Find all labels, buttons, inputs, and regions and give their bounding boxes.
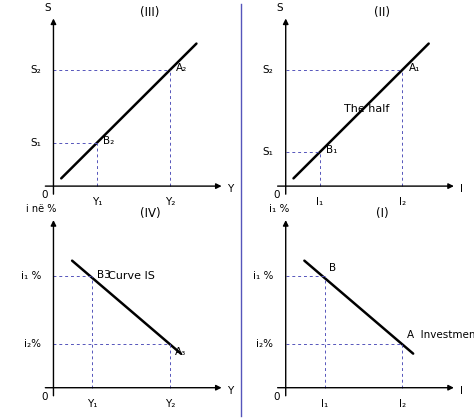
Text: I₂: I₂ (399, 197, 406, 207)
Text: B: B (329, 263, 337, 273)
Text: S₁: S₁ (263, 147, 273, 157)
Text: (III): (III) (140, 6, 160, 19)
Text: Curve IS: Curve IS (108, 271, 155, 281)
Text: I₁: I₁ (316, 197, 324, 207)
Text: 0: 0 (41, 190, 47, 200)
Text: 0: 0 (273, 392, 280, 402)
Text: A  Investment: A Investment (407, 330, 474, 340)
Text: 0: 0 (41, 392, 47, 402)
Text: S₂: S₂ (263, 65, 273, 75)
Text: I₂: I₂ (399, 399, 406, 409)
Text: (I): (I) (376, 207, 388, 220)
Text: i₁ %: i₁ % (253, 271, 273, 281)
Text: The half: The half (344, 104, 389, 114)
Text: I: I (460, 386, 463, 396)
Text: Y: Y (228, 386, 234, 396)
Text: i₁ %: i₁ % (269, 204, 290, 214)
Text: 0: 0 (273, 190, 280, 200)
Text: Y₁: Y₁ (87, 399, 98, 409)
Text: B₂: B₂ (103, 136, 114, 146)
Text: S: S (276, 3, 283, 13)
Text: (IV): (IV) (139, 207, 160, 220)
Text: A₂: A₂ (176, 63, 188, 73)
Text: S: S (44, 3, 51, 13)
Text: Y₂: Y₂ (165, 399, 175, 409)
Text: (II): (II) (374, 6, 390, 19)
Text: i₂%: i₂% (256, 339, 273, 349)
Text: I: I (460, 184, 463, 194)
Text: A₁: A₁ (409, 63, 420, 73)
Text: B3: B3 (97, 270, 111, 280)
Text: S₁: S₁ (30, 138, 41, 148)
Text: I₁: I₁ (321, 399, 328, 409)
Text: A₃: A₃ (175, 347, 186, 357)
Text: i në %: i në % (26, 204, 56, 214)
Text: S₂: S₂ (30, 65, 41, 75)
Text: B₁: B₁ (326, 145, 337, 155)
Text: Y₁: Y₁ (92, 197, 102, 207)
Text: i₂%: i₂% (24, 339, 41, 349)
Text: i₁ %: i₁ % (21, 271, 41, 281)
Text: Y: Y (228, 184, 234, 194)
Text: Y₂: Y₂ (165, 197, 175, 207)
